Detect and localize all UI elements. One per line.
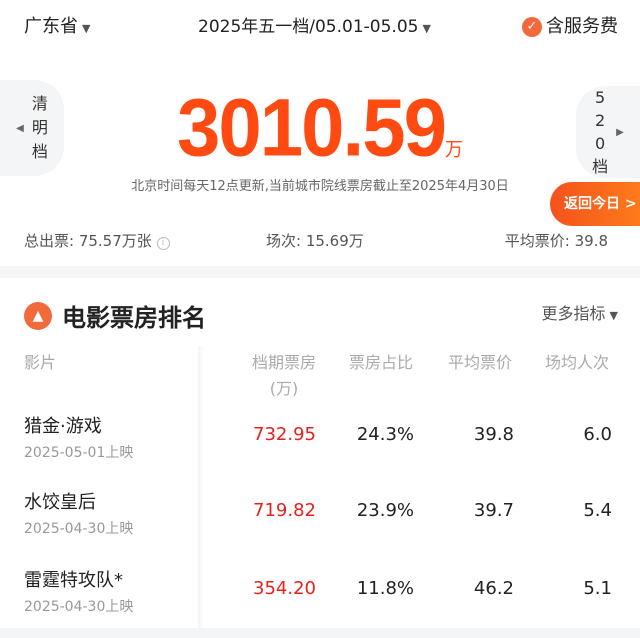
column-divider <box>198 346 204 628</box>
chevron-left-icon: ◀ <box>16 122 24 134</box>
period-selector[interactable]: 2025年五一档/05.01-05.05 ▼ <box>198 12 431 37</box>
box-value: 719.82 <box>253 500 316 521</box>
prev-char: 清 <box>31 94 48 113</box>
ranking-title: ▲ 电影票房排名 <box>24 298 206 333</box>
service-fee-toggle[interactable]: ✓ 含服务费 <box>522 12 618 38</box>
total-value: 3010.59 <box>177 80 447 174</box>
header-box[interactable]: 档期票房 (万) <box>244 350 324 402</box>
ranking-title-text: 电影票房排名 <box>62 304 206 332</box>
release-date: 2025-04-30上映 <box>24 599 134 615</box>
total-box-office: 3010.59万 <box>0 80 640 176</box>
film-name: 猎金·游戏 <box>24 416 102 437</box>
header-film: 影片 <box>24 353 57 372</box>
chevron-right-icon: ▶ <box>616 126 624 138</box>
avg-people-value: 5.4 <box>583 500 612 521</box>
next-char: 2 <box>595 111 606 130</box>
tickets-value: 总出票: 75.57万张 <box>24 232 152 250</box>
prev-period-button[interactable]: ◀ 清明档 <box>0 80 64 176</box>
next-period-button[interactable]: 5 2 0 档 ▶ <box>576 86 640 178</box>
total-unit: 万 <box>444 138 463 160</box>
film-name: 水饺皇后 <box>24 492 96 513</box>
more-label: 更多指标 <box>541 304 606 323</box>
chevron-down-icon: ▼ <box>82 22 91 35</box>
header-box-text: 档期票房 <box>251 353 316 372</box>
info-icon[interactable]: i <box>156 237 170 250</box>
table-row[interactable]: 水饺皇后 2025-04-30上映 719.82 23.9% 39.7 5.4 <box>0 488 640 560</box>
prev-char: 档 <box>31 142 48 161</box>
next-char: 0 <box>595 134 606 153</box>
service-fee-label: 含服务费 <box>546 16 618 37</box>
avg-people-value: 6.0 <box>583 424 612 445</box>
stat-tickets: 总出票: 75.57万张 i <box>24 230 170 251</box>
next-char: 档 <box>592 157 609 176</box>
chevron-down-icon: ▼ <box>422 22 431 35</box>
share-value: 24.3% <box>356 424 414 445</box>
period-label: 2025年五一档/05.01-05.05 <box>198 17 419 37</box>
release-date: 2025-05-01上映 <box>24 445 134 461</box>
header-avg-people[interactable]: 场均人次 <box>544 353 609 372</box>
box-value: 732.95 <box>253 424 316 445</box>
update-note: 北京时间每天12点更新,当前城市院线票房截止至2025年4月30日 <box>131 179 509 194</box>
share-value: 23.9% <box>356 500 414 521</box>
avg-price-value: 39.8 <box>473 424 514 445</box>
header-avg-price[interactable]: 平均票价 <box>447 353 512 372</box>
more-metrics-dropdown[interactable]: 更多指标 ▼ <box>542 300 618 324</box>
stat-shows: 场次: 15.69万 <box>266 232 364 250</box>
region-selector[interactable]: 广东省 ▼ <box>24 12 90 38</box>
box-value: 354.20 <box>253 578 316 599</box>
chevron-down-icon: ▼ <box>609 309 618 322</box>
avg-price-value: 39.7 <box>473 500 514 521</box>
header-share[interactable]: 票房占比 <box>348 353 413 372</box>
header-box-unit: (万) <box>269 379 299 398</box>
summary-panel: 广东省 ▼ 2025年五一档/05.01-05.05 ▼ ✓ 含服务费 ◀ 清明档 5… <box>0 0 640 266</box>
film-name: 雷霆特攻队* <box>24 570 123 591</box>
ranking-panel: ▲ 电影票房排名 更多指标 ▼ 影片 档期票房 (万) 票房占比 平均票价 场均人次 … <box>0 278 640 628</box>
cinema-icon: ▲ <box>24 301 52 330</box>
avg-people-value: 5.1 <box>583 578 612 599</box>
back-to-today-button[interactable]: 返回今日 > <box>550 182 640 226</box>
check-icon: ✓ <box>522 17 542 37</box>
avg-price-value: 46.2 <box>473 578 514 599</box>
prev-char: 明 <box>31 118 48 137</box>
stat-avg-price: 平均票价: 39.8 <box>504 232 608 250</box>
release-date: 2025-04-30上映 <box>24 521 134 537</box>
table-row[interactable]: 雷霆特攻队* 2025-04-30上映 354.20 11.8% 46.2 5.… <box>0 566 640 638</box>
share-value: 11.8% <box>356 578 414 599</box>
region-label: 广东省 <box>24 16 78 37</box>
next-char: 5 <box>595 88 606 107</box>
table-row[interactable]: 猎金·游戏 2025-05-01上映 732.95 24.3% 39.8 6.0 <box>0 412 640 484</box>
